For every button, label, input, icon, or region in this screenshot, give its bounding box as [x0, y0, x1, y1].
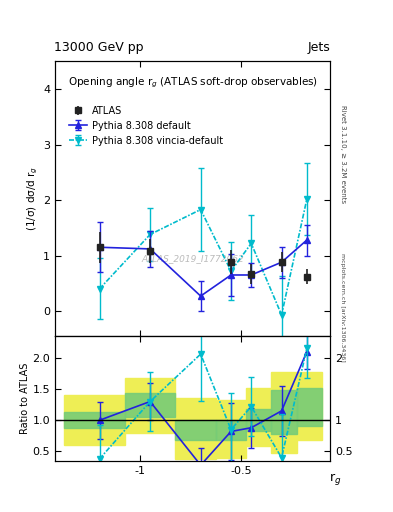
Bar — [175, 398, 216, 459]
X-axis label: r$_g$: r$_g$ — [329, 471, 342, 487]
Bar — [175, 420, 216, 440]
Bar — [272, 390, 297, 434]
Bar — [125, 393, 175, 417]
Bar — [246, 388, 272, 446]
Bar — [246, 409, 272, 432]
Bar — [272, 372, 297, 453]
Text: Jets: Jets — [307, 41, 330, 54]
Text: Rivet 3.1.10, ≥ 3.2M events: Rivet 3.1.10, ≥ 3.2M events — [340, 104, 346, 203]
Text: 13000 GeV pp: 13000 GeV pp — [53, 41, 143, 54]
Text: Opening angle r$_g$ (ATLAS soft-drop observables): Opening angle r$_g$ (ATLAS soft-drop obs… — [68, 75, 318, 90]
Bar — [216, 400, 246, 458]
Bar — [297, 388, 322, 426]
Bar — [216, 420, 246, 440]
Y-axis label: (1/σ) dσ/d r$_g$: (1/σ) dσ/d r$_g$ — [26, 166, 40, 231]
Bar — [297, 372, 322, 440]
Bar — [64, 395, 125, 445]
Y-axis label: Ratio to ATLAS: Ratio to ATLAS — [20, 362, 29, 434]
Bar — [125, 378, 175, 433]
Text: ATLAS_2019_I1772062: ATLAS_2019_I1772062 — [141, 254, 244, 264]
Text: mcplots.cern.ch [arXiv:1306.3436]: mcplots.cern.ch [arXiv:1306.3436] — [340, 253, 345, 361]
Legend: ATLAS, Pythia 8.308 default, Pythia 8.308 vincia-default: ATLAS, Pythia 8.308 default, Pythia 8.30… — [65, 102, 227, 150]
Bar — [64, 412, 125, 429]
